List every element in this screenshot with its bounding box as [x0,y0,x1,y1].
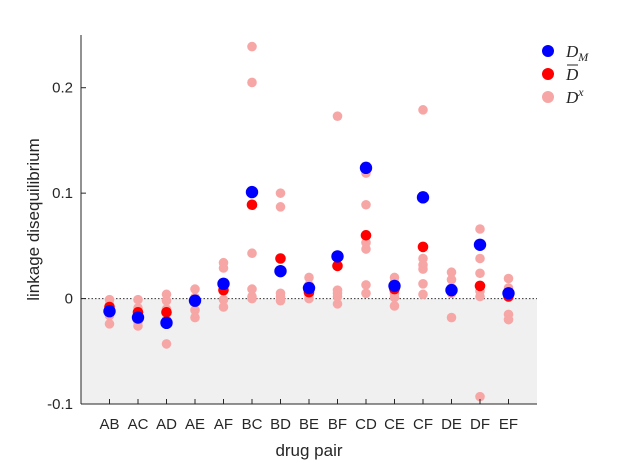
x-tick-label-CE: CE [384,416,405,433]
x-tick-label-DF: DF [470,416,490,433]
point-d-x-BC [247,41,257,52]
point-d-x-AE [190,305,200,315]
point-d-m-AE [188,294,202,307]
point-d-x-EF [503,314,514,325]
point-d-x-DE [446,274,457,285]
y-axis-title: linkage disequilibrium [24,138,43,301]
point-d-x-CE [389,292,400,303]
point-d-x-CD [361,199,371,210]
point-d-x-BC [247,248,257,259]
x-tick-label-BD: BD [270,416,291,433]
x-tick-label-BC: BC [242,416,263,433]
point-d-x-AF [218,263,229,273]
point-d-x-BD [275,202,286,212]
x-axis-title: drug pair [275,441,342,460]
point-d-x-DF [475,391,485,402]
point-d-x-BD [275,188,286,198]
point-d-x-CD [361,244,371,254]
point-d-bar-AD [161,306,172,318]
series-d-m [103,161,515,330]
x-tick-label-BE: BE [299,416,319,433]
point-d-x-CF [418,105,428,115]
point-d-x-AE [190,312,200,323]
point-d-x-AB [104,319,115,329]
legend-marker-d-m [542,45,554,57]
point-d-x-BE [304,272,314,283]
point-d-bar-BC [246,199,258,211]
point-d-m-DE [445,283,458,297]
point-d-x-EF [503,273,514,284]
point-d-x-CD [361,288,371,299]
legend-label-d-bar: D [565,65,579,84]
point-d-m-EF [502,287,515,300]
point-d-bar-BF [332,260,343,272]
series-d-x [104,41,514,402]
point-d-x-DF [475,224,485,234]
point-d-x-BF [332,111,343,121]
x-tick-label-AE: AE [185,416,205,433]
point-d-x-AD [161,339,172,349]
x-tick-label-CF: CF [413,416,433,433]
point-d-x-DE [446,312,457,323]
y-tick-label: 0.1 [52,185,73,202]
point-d-m-BF [331,250,344,263]
point-d-x-DF [475,291,485,302]
point-d-m-CF [416,191,430,204]
point-d-m-BD [274,264,287,278]
point-d-x-AE [190,284,200,294]
x-tick-label-AC: AC [128,416,149,433]
point-d-bar-CD [360,230,372,241]
point-d-x-AF [218,302,229,312]
point-d-x-DE [446,267,457,278]
x-tick-label-EF: EF [499,416,518,433]
point-d-x-BC [247,284,257,294]
point-d-x-BD [275,295,286,306]
point-d-x-BF [332,291,343,302]
legend-marker-d-bar [542,68,554,80]
point-d-x-AC [133,294,143,305]
y-tick-label: -0.1 [47,396,73,413]
point-d-x-BF [332,299,343,309]
x-tick-label-AF: AF [214,416,233,433]
point-d-x-AD [161,295,172,306]
x-tick-label-CD: CD [355,416,377,433]
legend-label-d-m: DM [565,42,589,64]
point-d-m-AB [103,305,116,318]
legend-marker-d-x [542,91,554,103]
point-d-m-BC [245,185,259,199]
point-d-x-AF [218,294,229,305]
point-d-x-BC [247,293,257,304]
point-d-x-CF [418,264,428,274]
point-d-m-DF [473,238,487,252]
point-d-x-DF [475,268,485,279]
point-d-x-CF [418,279,428,289]
point-d-m-AD [160,316,173,330]
x-tick-label-AD: AD [156,416,177,433]
point-d-m-CE [388,279,401,293]
point-d-m-BE [302,281,316,295]
point-d-x-CE [389,301,400,311]
point-d-bar-DF [474,280,486,292]
point-d-x-CD [361,280,371,290]
point-d-x-DF [475,253,485,264]
negative-region-shade [81,298,537,404]
point-d-m-AC [131,311,145,324]
x-tick-label-BF: BF [328,416,347,433]
point-d-x-CF [418,289,428,300]
point-d-m-AF [217,277,230,291]
x-tick-label-DE: DE [441,416,462,433]
point-d-bar-BD [275,253,286,264]
point-d-x-BC [247,77,257,88]
x-tick-label-AB: AB [99,416,119,433]
legend-label-d-x: Dx [565,85,584,107]
y-tick-label: 0 [65,291,73,308]
y-tick-label: 0.2 [52,80,73,97]
point-d-x-AC [133,321,143,331]
point-d-bar-CF [417,241,429,253]
point-d-m-CD [359,161,373,175]
